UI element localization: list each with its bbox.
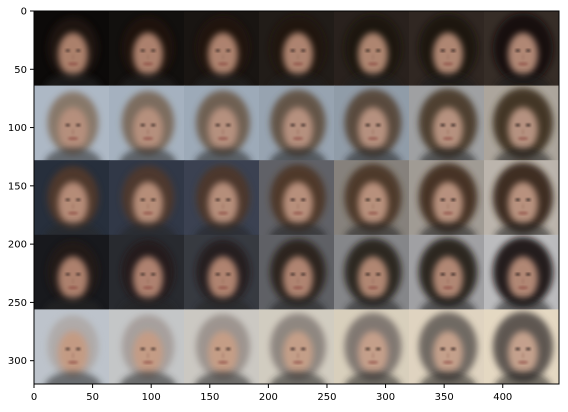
- x-tick-label: 150: [200, 392, 219, 403]
- x-tick-label: 400: [493, 392, 512, 403]
- image-tile: [484, 309, 559, 384]
- image-tile: [259, 309, 335, 384]
- image-tile: [109, 160, 185, 255]
- y-tick-label: 100: [8, 123, 27, 134]
- image-tile: [109, 309, 185, 384]
- image-tile: [34, 234, 110, 330]
- image-tile: [334, 309, 410, 384]
- x-tick-label: 250: [317, 392, 336, 403]
- x-tick-label: 300: [376, 392, 395, 403]
- image-tile: [184, 160, 260, 255]
- y-tick-label: 250: [8, 298, 27, 309]
- x-tick-label: 100: [142, 392, 161, 403]
- image-tile: [34, 11, 110, 106]
- y-tick-label: 200: [8, 240, 27, 251]
- y-tick-label: 300: [8, 356, 27, 367]
- y-tick-label: 150: [8, 181, 27, 192]
- image-grid: [34, 11, 559, 384]
- axes: 0 50 100 150 200 250 300 350 400 0 50 100 150 200 250 3…: [8, 7, 560, 403]
- y-tick-label: 50: [14, 65, 27, 76]
- image-tile: [484, 160, 559, 255]
- image-tile: [484, 85, 559, 181]
- image-tile: [184, 85, 260, 181]
- image-tile: [484, 234, 559, 330]
- image-tile: [409, 85, 485, 181]
- image-tile: [334, 160, 410, 255]
- x-tick-label: 50: [86, 392, 99, 403]
- x-tick-label: 0: [31, 392, 37, 403]
- image-tile: [409, 309, 485, 384]
- image-tile: [34, 309, 110, 384]
- image-tile: [109, 11, 185, 106]
- y-tick-label: 0: [21, 7, 27, 18]
- image-tile: [184, 309, 260, 384]
- image-tile: [184, 234, 260, 330]
- axes-frame: [33, 10, 560, 385]
- x-tick-label: 200: [259, 392, 278, 403]
- image-tile: [259, 11, 335, 106]
- x-tick-label: 350: [435, 392, 454, 403]
- image-tile: [334, 85, 410, 181]
